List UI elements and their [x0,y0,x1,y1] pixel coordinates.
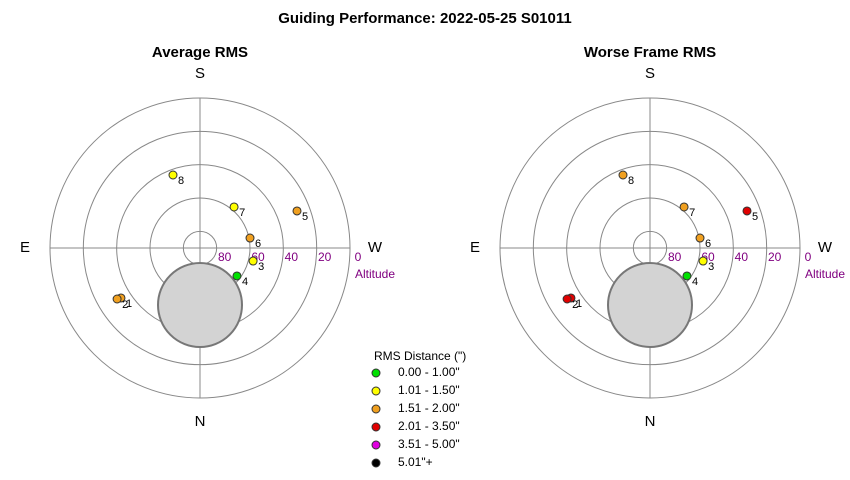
legend-label: 2.01 - 3.50" [398,419,460,433]
target-point [679,202,689,212]
legend-swatch [371,404,381,414]
direction-label: N [195,413,206,430]
chart-title: Worse Frame RMS [584,44,716,61]
r-tick-label: 20 [318,250,332,264]
legend-label: 1.01 - 1.50" [398,383,460,397]
r-tick-label: 80 [668,250,682,264]
obstruction-disk [157,262,243,348]
page-title: Guiding Performance: 2022-05-25 S01011 [278,10,571,27]
target-point [248,256,258,266]
legend-swatch [371,422,381,432]
direction-label: S [645,65,655,82]
r-tick-label: 40 [285,250,299,264]
point-label: 7 [239,207,245,219]
point-label: 2 [122,299,128,311]
point-label: 5 [302,211,308,223]
target-point [232,271,242,281]
target-point [292,206,302,216]
direction-label: E [20,239,30,256]
direction-label: W [368,239,383,256]
legend-label: 3.51 - 5.00" [398,437,460,451]
point-label: 4 [242,276,248,288]
r-tick-label: 0 [355,250,362,264]
legend-label: 5.01"+ [398,455,433,469]
direction-label: N [645,413,656,430]
direction-label: S [195,65,205,82]
r-tick-label: 80 [218,250,232,264]
point-label: 1 [576,298,582,310]
point-label: 8 [628,175,634,187]
target-point [695,233,705,243]
target-point [245,233,255,243]
r-axis-label: Altitude [355,267,395,281]
legend-title: RMS Distance (") [374,349,466,363]
r-tick-label: 0 [805,250,812,264]
obstruction-disk [607,262,693,348]
target-point [112,294,122,304]
legend-swatch [371,368,381,378]
point-label: 7 [689,207,695,219]
target-point [698,256,708,266]
target-point [742,206,752,216]
point-label: 4 [692,276,698,288]
legend-label: 0.00 - 1.00" [398,365,460,379]
point-label: 3 [708,261,714,273]
point-label: 6 [255,238,261,250]
chart-title: Average RMS [152,44,248,61]
legend-swatch [371,458,381,468]
r-tick-label: 40 [735,250,749,264]
legend-swatch [371,386,381,396]
point-label: 3 [258,261,264,273]
point-label: 8 [178,175,184,187]
point-label: 2 [572,299,578,311]
target-point [682,271,692,281]
direction-label: W [818,239,833,256]
point-label: 5 [752,211,758,223]
direction-label: E [470,239,480,256]
target-point [229,202,239,212]
r-tick-label: 20 [768,250,782,264]
r-axis-label: Altitude [805,267,845,281]
legend-label: 1.51 - 2.00" [398,401,460,415]
target-point [168,170,178,180]
point-label: 1 [126,298,132,310]
target-point [562,294,572,304]
point-label: 6 [705,238,711,250]
target-point [618,170,628,180]
legend-swatch [371,440,381,450]
